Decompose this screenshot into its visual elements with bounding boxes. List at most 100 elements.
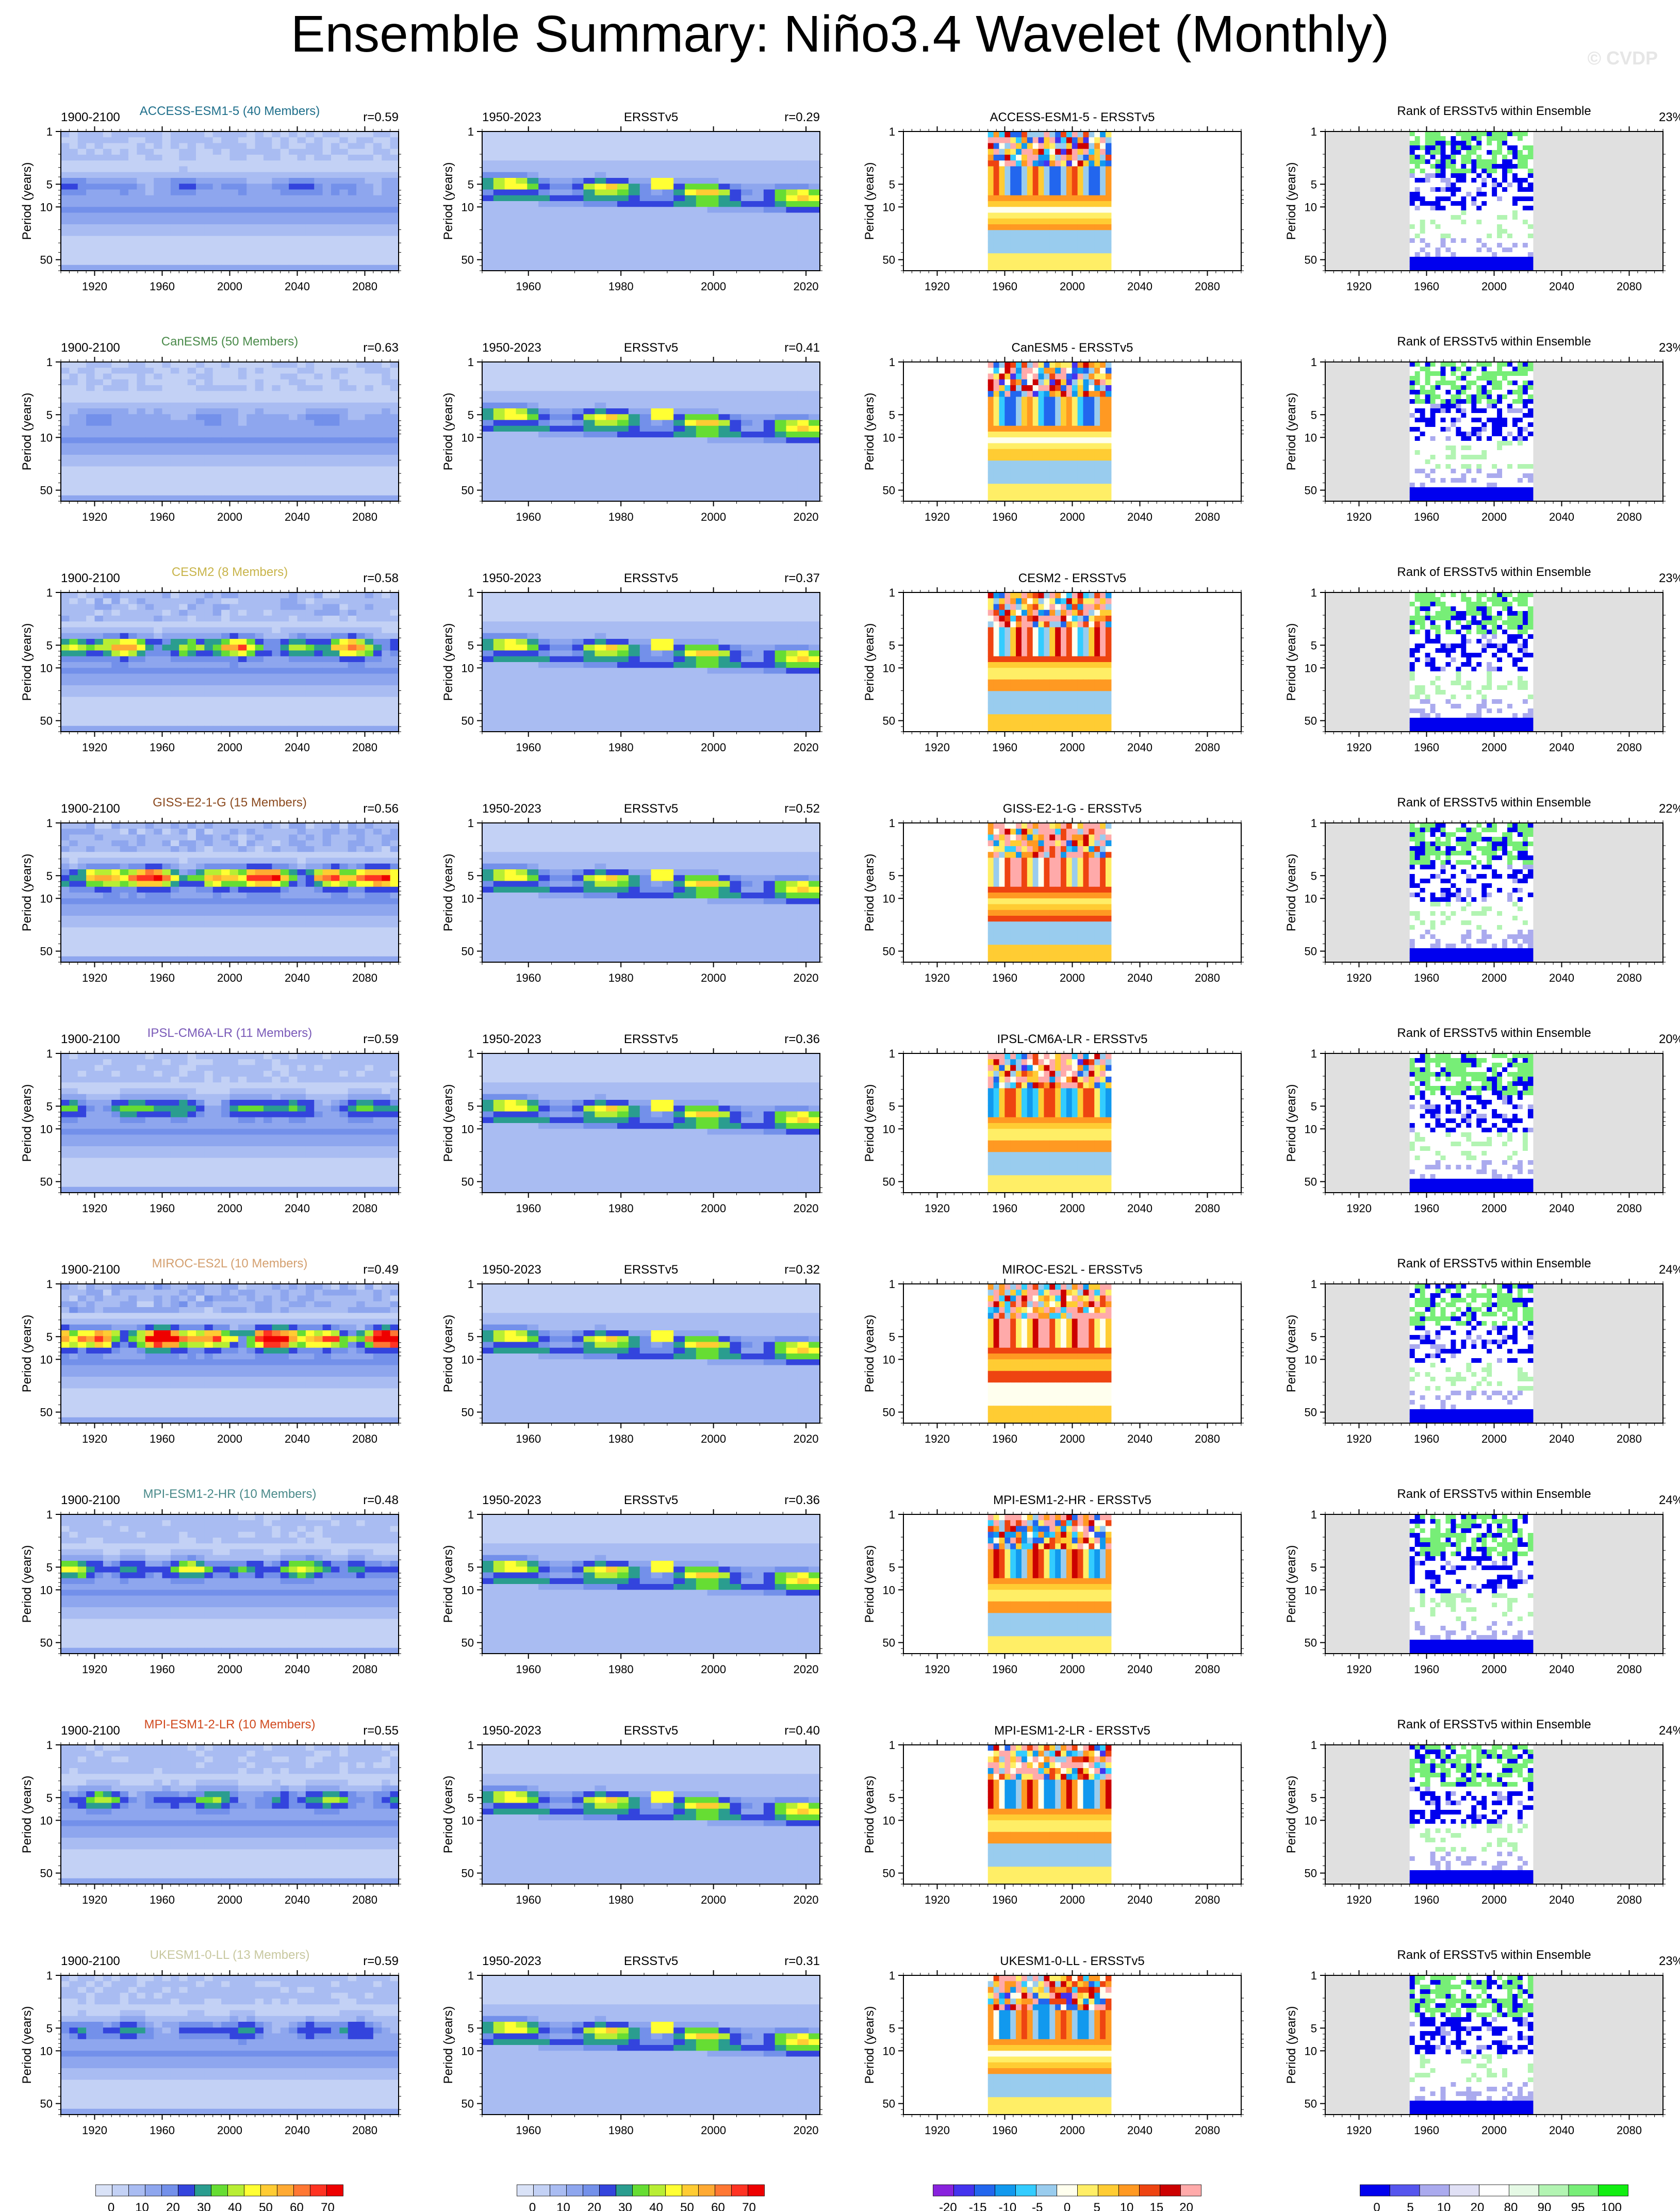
power-cell <box>171 201 179 207</box>
power-cell <box>289 472 298 478</box>
rank-cell <box>1461 215 1467 220</box>
power-cell <box>640 414 651 420</box>
power-cell <box>538 408 550 415</box>
power-cell <box>188 403 196 409</box>
rank-cell <box>1518 136 1523 141</box>
power-cell <box>730 408 741 415</box>
power-cell <box>339 449 348 455</box>
power-cell <box>298 385 306 391</box>
difference-cell <box>1072 236 1078 242</box>
rank-cell <box>1461 159 1467 164</box>
power-cell <box>505 178 516 184</box>
power-cell <box>809 213 820 219</box>
power-cell <box>617 167 629 173</box>
power-cell <box>651 426 663 432</box>
power-cell <box>137 426 145 432</box>
power-cell <box>538 172 550 178</box>
power-cell <box>482 230 493 236</box>
diff-xtick-label: 2040 <box>1127 280 1152 293</box>
rank-cell <box>1415 215 1421 220</box>
power-cell <box>685 184 696 190</box>
model-xtick-label: 1920 <box>82 510 107 523</box>
rank-cell <box>1471 173 1477 178</box>
rank-cell <box>1476 238 1482 243</box>
power-cell <box>188 195 196 202</box>
power-cell <box>323 403 332 409</box>
power-cell <box>786 195 798 202</box>
rank-cell <box>1430 145 1436 151</box>
rank-cell <box>1476 131 1482 137</box>
power-cell <box>179 195 188 202</box>
power-cell <box>171 230 179 236</box>
rank-cell <box>1436 169 1441 174</box>
difference-cell <box>1022 131 1027 138</box>
power-cell <box>719 403 730 409</box>
power-cell <box>289 201 298 207</box>
power-cell <box>390 472 399 478</box>
power-cell <box>314 149 323 155</box>
power-cell <box>516 368 528 374</box>
power-cell <box>572 432 584 438</box>
power-cell <box>797 236 809 242</box>
power-cell <box>145 496 154 502</box>
difference-cell <box>994 213 999 219</box>
rank-cell <box>1461 136 1467 141</box>
power-cell <box>281 207 289 213</box>
power-cell <box>145 184 154 190</box>
power-cell <box>365 408 374 415</box>
power-cell <box>730 385 741 391</box>
difference-cell <box>994 224 999 230</box>
difference-cell <box>1072 253 1078 259</box>
power-cell <box>673 224 685 230</box>
power-cell <box>204 242 213 248</box>
power-cell <box>339 137 348 143</box>
power-cell <box>493 368 505 374</box>
power-cell <box>741 380 752 386</box>
power-cell <box>673 213 685 219</box>
power-cell <box>162 178 171 184</box>
power-cell <box>111 230 120 236</box>
difference-cell <box>1072 184 1078 190</box>
power-cell <box>331 420 340 426</box>
power-cell <box>764 443 775 450</box>
power-cell <box>162 460 171 467</box>
power-cell <box>61 478 70 484</box>
difference-cell <box>1039 242 1044 248</box>
power-cell <box>584 414 595 420</box>
power-cell <box>128 397 137 403</box>
power-cell <box>263 391 272 397</box>
power-cell <box>323 236 332 242</box>
power-cell <box>786 391 798 397</box>
difference-cell <box>1061 219 1066 225</box>
rank-cell <box>1461 196 1467 202</box>
power-cell <box>673 414 685 420</box>
power-cell <box>572 391 584 397</box>
power-cell <box>204 408 213 415</box>
difference-cell <box>1066 224 1072 230</box>
power-cell <box>314 397 323 403</box>
power-cell <box>323 414 332 420</box>
power-cell <box>120 368 129 374</box>
power-cell <box>263 455 272 461</box>
rank-cell <box>1451 201 1456 206</box>
difference-cell <box>1100 195 1106 202</box>
power-cell <box>572 362 584 368</box>
difference-cell <box>1094 143 1100 150</box>
model-xtick-label: 2040 <box>285 510 310 523</box>
power-cell <box>673 236 685 242</box>
power-cell <box>281 230 289 236</box>
power-cell <box>527 172 538 178</box>
power-cell <box>314 374 323 380</box>
difference-cell <box>1072 201 1078 207</box>
power-cell <box>289 414 298 420</box>
power-cell <box>221 460 230 467</box>
rank-cell <box>1507 150 1513 155</box>
rank-cell <box>1461 252 1467 257</box>
power-cell <box>86 467 95 473</box>
power-cell <box>356 172 365 178</box>
power-cell <box>797 172 809 178</box>
power-cell <box>617 155 629 161</box>
difference-cell <box>1016 230 1022 236</box>
difference-cell <box>1055 184 1061 190</box>
